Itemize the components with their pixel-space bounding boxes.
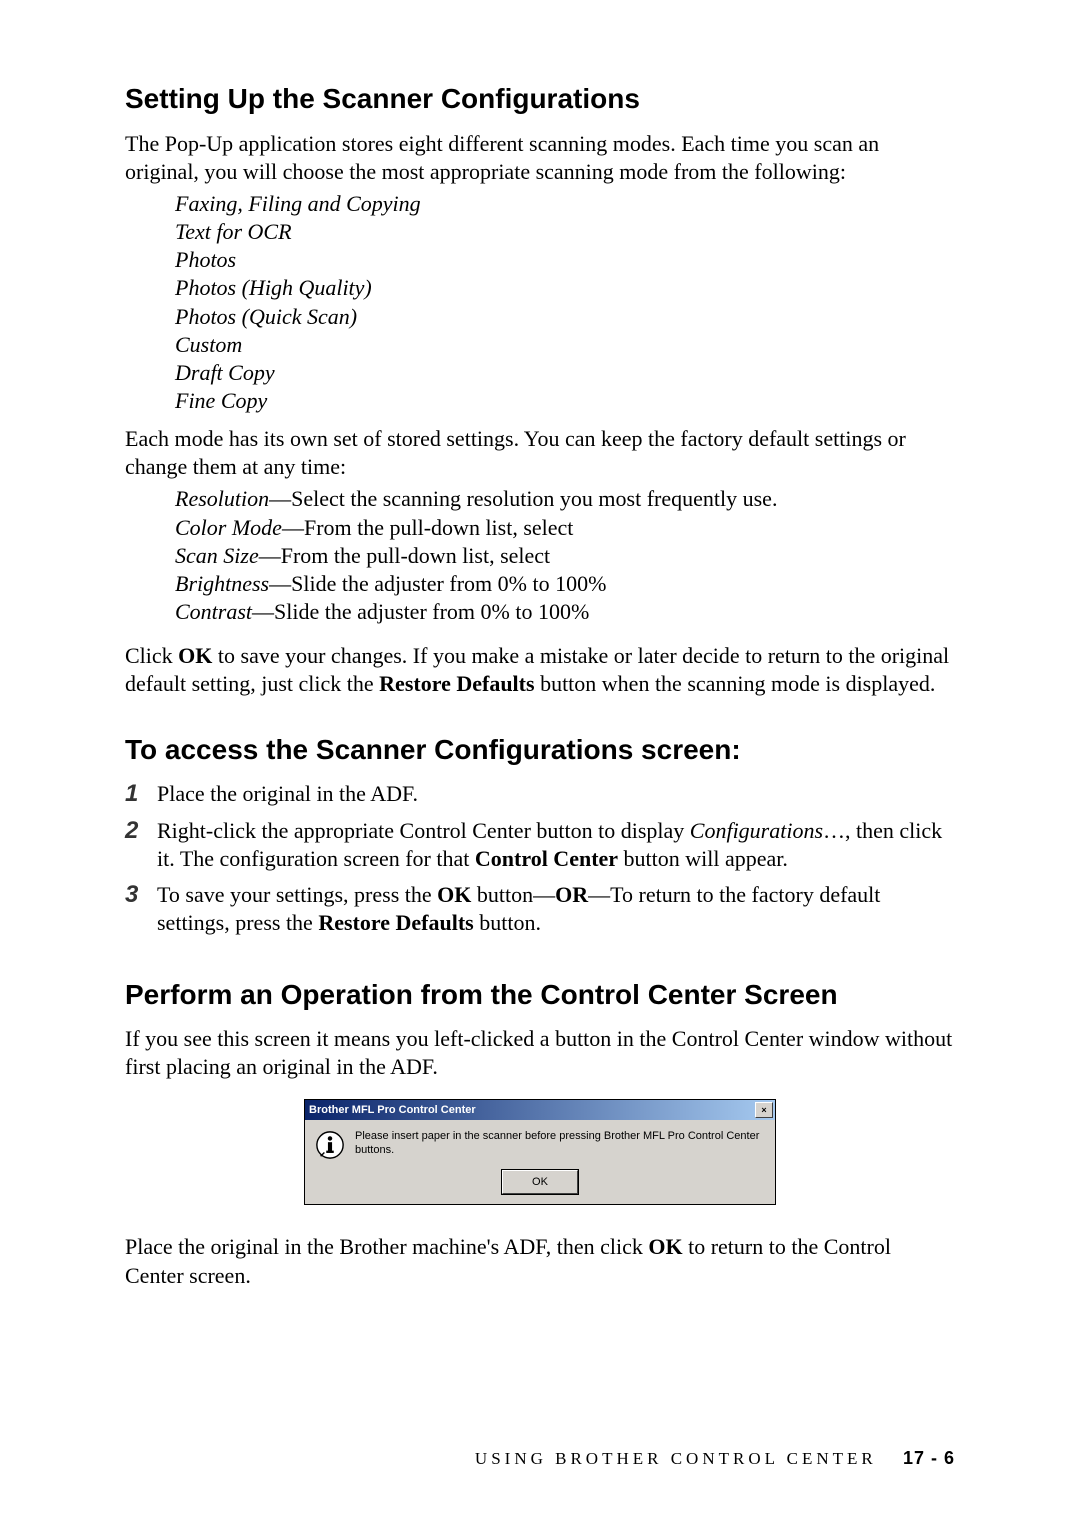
dialog-screenshot: Brother MFL Pro Control Center × Please … <box>125 1099 955 1205</box>
mode-item: Photos (High Quality) <box>175 274 955 302</box>
setting-item: Color Mode—From the pull-down list, sele… <box>175 514 955 542</box>
footer-text: USING BROTHER CONTROL CENTER <box>475 1449 877 1468</box>
steps-list: 1 Place the original in the ADF. 2 Right… <box>125 780 955 937</box>
dialog-titlebar: Brother MFL Pro Control Center × <box>305 1100 775 1120</box>
ok-button[interactable]: OK <box>502 1170 578 1194</box>
heading-setting-up: Setting Up the Scanner Configurations <box>125 82 955 116</box>
step-item: 2 Right-click the appropriate Control Ce… <box>125 817 955 873</box>
setting-item: Contrast—Slide the adjuster from 0% to 1… <box>175 598 955 626</box>
intro-paragraph-2: Each mode has its own set of stored sett… <box>125 425 955 481</box>
page-number: 17 - 6 <box>903 1448 955 1468</box>
document-page: Setting Up the Scanner Configurations Th… <box>0 0 1080 1529</box>
info-icon <box>315 1130 345 1160</box>
setting-item: Brightness—Slide the adjuster from 0% to… <box>175 570 955 598</box>
close-button[interactable]: × <box>755 1102 773 1118</box>
step-number: 2 <box>125 817 157 846</box>
save-paragraph: Click OK to save your changes. If you ma… <box>125 642 955 698</box>
step-number: 1 <box>125 780 157 809</box>
heading-perform-operation: Perform an Operation from the Control Ce… <box>125 978 955 1012</box>
mode-item: Custom <box>175 331 955 359</box>
step-item: 1 Place the original in the ADF. <box>125 780 955 809</box>
scan-modes-list: Faxing, Filing and Copying Text for OCR … <box>175 190 955 415</box>
dialog-title: Brother MFL Pro Control Center <box>309 1104 476 1116</box>
mode-item: Photos <box>175 246 955 274</box>
setting-item: Resolution—Select the scanning resolutio… <box>175 485 955 513</box>
dialog-button-row: OK <box>305 1166 775 1204</box>
close-icon: × <box>761 1106 766 1115</box>
dialog-message: Please insert paper in the scanner befor… <box>355 1130 765 1156</box>
setting-item: Scan Size—From the pull-down list, selec… <box>175 542 955 570</box>
step-text: Right-click the appropriate Control Cent… <box>157 817 955 873</box>
heading-access-config: To access the Scanner Configurations scr… <box>125 733 955 767</box>
intro-paragraph-1: The Pop-Up application stores eight diff… <box>125 130 955 186</box>
step-text: To save your settings, press the OK butt… <box>157 881 955 937</box>
page-footer: USING BROTHER CONTROL CENTER 17 - 6 <box>475 1448 955 1469</box>
step-text: Place the original in the ADF. <box>157 780 418 808</box>
closing-paragraph: Place the original in the Brother machin… <box>125 1233 955 1289</box>
mode-item: Faxing, Filing and Copying <box>175 190 955 218</box>
mode-item: Fine Copy <box>175 387 955 415</box>
mode-item: Text for OCR <box>175 218 955 246</box>
mode-item: Photos (Quick Scan) <box>175 303 955 331</box>
dialog-body: Please insert paper in the scanner befor… <box>305 1120 775 1166</box>
mode-item: Draft Copy <box>175 359 955 387</box>
dialog-window: Brother MFL Pro Control Center × Please … <box>304 1099 776 1205</box>
step-number: 3 <box>125 881 157 910</box>
step-item: 3 To save your settings, press the OK bu… <box>125 881 955 937</box>
settings-list: Resolution—Select the scanning resolutio… <box>175 485 955 626</box>
intro-paragraph-3: If you see this screen it means you left… <box>125 1025 955 1081</box>
